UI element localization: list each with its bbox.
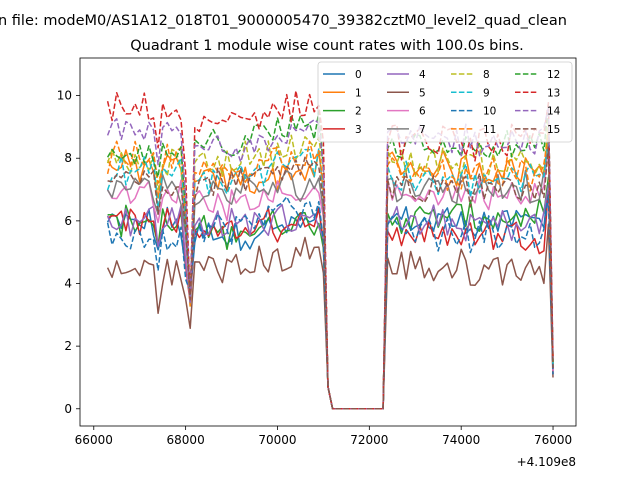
x-tick-label: 76000 [534,433,572,447]
y-tick-label: 8 [64,151,72,165]
y-tick-label: 6 [64,214,72,228]
legend-label-3: 3 [355,124,362,136]
y-tick-label: 0 [64,402,72,416]
legend-label-12: 12 [547,69,560,81]
x-tick-label: 68000 [167,433,205,447]
legend-label-13: 13 [547,87,560,99]
legend-label-6: 6 [419,106,426,118]
chart-title: Quadrant 1 module wise count rates with … [130,38,524,54]
x-tick-label: 74000 [442,433,480,447]
legend-label-7: 7 [419,124,426,136]
legend-label-14: 14 [547,106,561,118]
legend-label-15: 15 [547,124,560,136]
legend-label-10: 10 [483,106,496,118]
x-tick-label: 72000 [350,433,388,447]
y-tick-label: 10 [57,89,72,103]
legend-label-11: 11 [483,124,496,136]
y-axis: 0 2 4 6 8 10 [57,89,80,416]
axes-spines [79,57,577,427]
legend-box [317,61,573,143]
figure-suptitle: n file: modeM0/AS1A12_018T01_9000005470_… [0,13,567,29]
legend-label-0: 0 [355,69,362,81]
x-tick-label: 66000 [75,433,113,447]
x-offset-text: +4.109e8 [517,455,576,469]
legend-label-8: 8 [483,69,490,81]
x-axis: 66000 68000 70000 72000 74000 76000 [75,426,572,447]
x-tick-label: 70000 [258,433,296,447]
legend-label-5: 5 [419,87,426,99]
y-tick-label: 4 [64,276,72,290]
y-tick-label: 2 [64,339,72,353]
legend-label-4: 4 [419,69,426,81]
legend-label-1: 1 [355,87,362,99]
plot-area [106,90,554,410]
axes-frame [79,57,577,427]
legend-label-9: 9 [483,87,490,99]
legend-label-2: 2 [355,106,362,118]
series-line-15 [107,146,554,410]
